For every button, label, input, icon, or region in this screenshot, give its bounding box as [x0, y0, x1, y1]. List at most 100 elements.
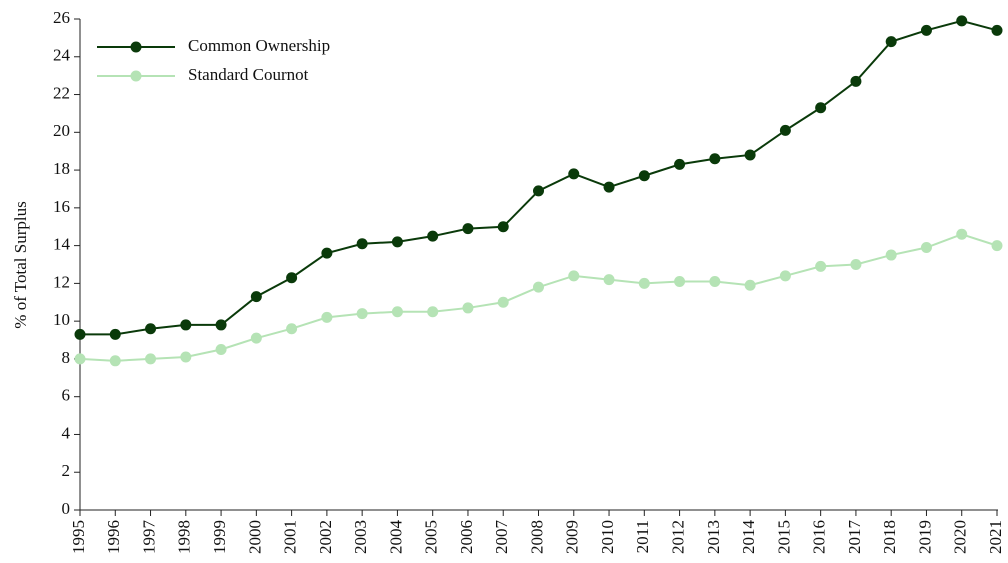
data-point — [709, 275, 721, 287]
data-point — [674, 275, 686, 287]
x-tick-label: 2019 — [915, 520, 934, 554]
data-point — [497, 296, 509, 308]
x-tick-label: 2014 — [739, 520, 758, 555]
data-point — [638, 277, 650, 289]
data-point — [533, 281, 544, 293]
x-tick-label: 2018 — [880, 520, 899, 554]
data-point — [497, 221, 509, 233]
legend-marker — [130, 70, 142, 82]
data-point — [427, 306, 439, 318]
data-point — [391, 236, 403, 248]
data-point — [462, 223, 474, 235]
x-tick-label: 2021 — [986, 520, 1005, 554]
x-tick-label: 2017 — [845, 520, 864, 555]
data-point — [215, 319, 227, 331]
x-tick-label: 2007 — [492, 520, 511, 555]
y-tick-label: 20 — [53, 121, 70, 140]
x-tick-label: 2005 — [422, 520, 441, 554]
data-point — [74, 353, 86, 365]
data-point — [991, 240, 1003, 252]
y-tick-label: 2 — [62, 461, 71, 480]
x-tick-label: 2008 — [527, 520, 546, 554]
data-point — [109, 355, 121, 367]
x-tick-label: 2006 — [457, 520, 476, 554]
data-point — [603, 274, 615, 286]
y-tick-label: 0 — [62, 499, 71, 518]
y-tick-label: 22 — [53, 83, 70, 102]
data-point — [956, 15, 968, 27]
legend-label: Common Ownership — [188, 36, 330, 55]
data-point — [250, 332, 262, 344]
x-tick-label: 1995 — [69, 520, 88, 554]
data-point — [145, 353, 157, 365]
x-tick-label: 2001 — [281, 520, 300, 554]
legend-label: Standard Cournot — [188, 65, 309, 84]
data-point — [815, 260, 827, 272]
y-tick-label: 24 — [53, 46, 71, 65]
data-point — [920, 24, 932, 36]
y-tick-label: 14 — [53, 235, 71, 254]
data-point — [74, 328, 86, 340]
data-point — [850, 75, 862, 87]
y-tick-label: 12 — [53, 272, 70, 291]
legend-marker — [130, 41, 142, 53]
y-tick-label: 8 — [62, 348, 71, 367]
x-tick-label: 2010 — [598, 520, 617, 554]
x-tick-label: 2020 — [951, 520, 970, 554]
x-tick-label: 2004 — [386, 520, 405, 555]
x-tick-label: 2013 — [704, 520, 723, 554]
data-point — [533, 185, 544, 197]
data-point — [815, 102, 827, 114]
x-tick-label: 2015 — [774, 520, 793, 554]
x-tick-label: 1997 — [139, 520, 158, 555]
data-point — [215, 343, 227, 355]
data-point — [850, 259, 862, 270]
data-point — [744, 149, 756, 161]
y-tick-label: 10 — [53, 310, 70, 329]
x-tick-label: 2009 — [563, 520, 582, 554]
y-axis-label: % of Total Surplus — [11, 201, 30, 328]
x-tick-label: 2011 — [633, 520, 652, 553]
data-point — [391, 306, 403, 318]
data-point — [744, 279, 756, 291]
data-point — [180, 351, 192, 363]
x-tick-label: 2002 — [316, 520, 335, 554]
x-tick-label: 1998 — [175, 520, 194, 554]
data-point — [109, 328, 121, 340]
x-tick-label: 1996 — [104, 520, 123, 554]
data-point — [356, 238, 368, 250]
x-tick-label: 2016 — [810, 520, 829, 554]
data-point — [427, 230, 439, 242]
data-point — [920, 242, 932, 254]
data-point — [709, 153, 721, 165]
data-point — [885, 249, 897, 261]
data-point — [286, 272, 298, 284]
data-point — [885, 36, 897, 48]
data-point — [991, 24, 1003, 36]
data-point — [462, 302, 474, 314]
data-point — [145, 323, 157, 335]
x-tick-label: 1999 — [210, 520, 229, 554]
data-point — [779, 124, 791, 136]
data-point — [568, 270, 580, 282]
data-point — [674, 158, 686, 170]
series-line — [79, 233, 998, 362]
data-point — [250, 291, 262, 303]
y-tick-label: 6 — [62, 386, 71, 405]
data-point — [180, 319, 192, 331]
x-tick-label: 2000 — [245, 520, 264, 554]
data-point — [286, 323, 298, 335]
data-point — [638, 170, 650, 182]
data-point — [321, 311, 333, 323]
y-tick-label: 18 — [53, 159, 70, 178]
data-point — [356, 308, 368, 320]
y-tick-label: 16 — [53, 197, 70, 216]
y-tick-label: 26 — [53, 8, 70, 27]
data-point — [321, 247, 333, 259]
data-point — [603, 181, 615, 193]
x-tick-label: 2003 — [351, 520, 370, 554]
data-point — [779, 270, 791, 282]
y-tick-label: 4 — [62, 423, 71, 442]
